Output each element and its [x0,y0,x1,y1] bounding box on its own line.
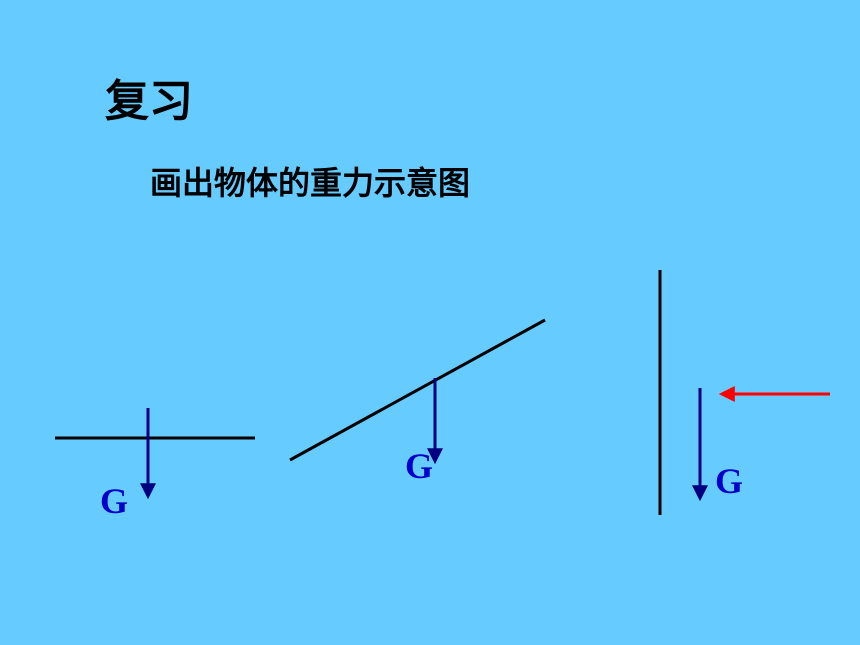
slide-title: 复习 [105,65,193,129]
gravity-label: G [715,460,743,502]
gravity-label: G [405,445,433,487]
gravity-label: G [100,480,128,522]
slide-stage: 复习 画出物体的重力示意图 G G G [0,0,860,645]
slide-subtitle: 画出物体的重力示意图 [150,158,470,204]
